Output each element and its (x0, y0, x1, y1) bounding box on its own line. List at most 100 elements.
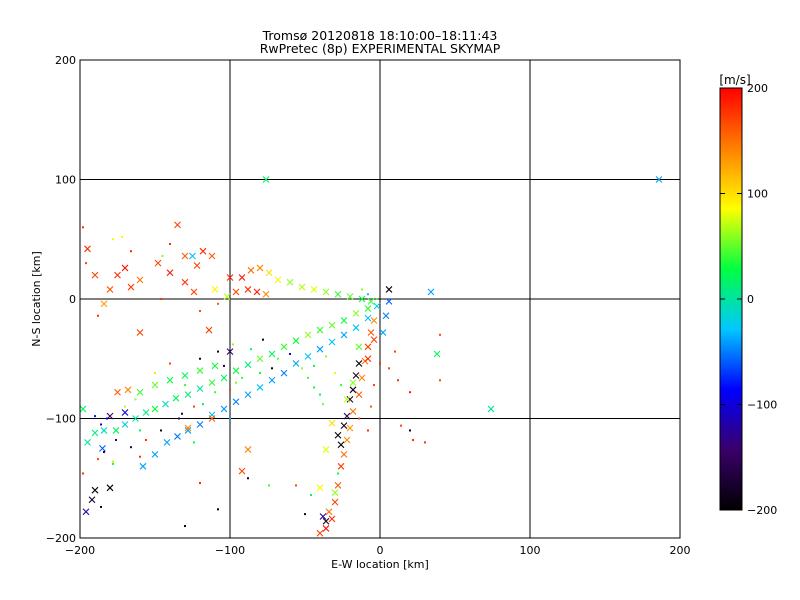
data-point-cross (151, 381, 159, 389)
data-point-cross (226, 348, 234, 355)
data-point-cross (247, 266, 255, 274)
data-point-cross (99, 444, 106, 452)
data-point-cross (166, 269, 174, 277)
data-point-cross (256, 384, 264, 391)
data-point-dot (247, 477, 249, 480)
data-point-dot (82, 226, 84, 229)
data-point-dot (310, 493, 312, 496)
data-point-cross (121, 264, 129, 272)
data-point-dot (367, 429, 369, 432)
data-point-cross (244, 446, 252, 453)
x-tick-label: −100 (215, 544, 245, 557)
data-point-dot (134, 398, 137, 401)
data-point-cross (223, 293, 231, 300)
y-axis: −200 −100 0 100 200 (46, 54, 680, 545)
data-point-cross (334, 290, 342, 298)
data-point-dot (193, 405, 195, 408)
y-tick-label: −200 (46, 532, 76, 545)
data-point-cross (232, 288, 240, 296)
data-point-cross (139, 462, 147, 470)
data-point-cross (385, 298, 393, 305)
x-axis: −200 −100 0 100 200 (65, 60, 691, 557)
data-point-dot (358, 417, 360, 420)
data-point-dot (259, 372, 261, 375)
data-point-dot (121, 235, 123, 238)
data-point-cross (286, 278, 294, 286)
data-point-cross (310, 286, 318, 293)
data-point-cross (244, 286, 252, 293)
data-point-dot (184, 384, 186, 387)
data-point-dot (112, 460, 114, 463)
data-point-dot (439, 333, 441, 336)
data-point-cross (292, 360, 300, 367)
data-point-cross (91, 486, 99, 494)
data-point-dot (340, 384, 342, 387)
data-point-dot (112, 238, 114, 241)
y-tick-label: 0 (69, 293, 76, 306)
data-point-cross (154, 259, 162, 267)
data-point-cross (166, 376, 174, 384)
data-point-cross (274, 276, 282, 284)
data-point-dot (361, 288, 363, 291)
data-point-dot (217, 302, 219, 305)
data-point-cross (334, 482, 342, 489)
data-point-cross (346, 293, 354, 300)
data-point-cross (355, 343, 363, 351)
data-point-cross (349, 407, 357, 415)
data-point-cross (132, 415, 139, 422)
data-point-dot (169, 243, 171, 246)
data-point-cross (280, 343, 288, 351)
data-point-cross (316, 326, 324, 334)
data-point-dot (82, 472, 84, 475)
data-point-cross (136, 329, 144, 336)
data-point-dot (322, 403, 324, 406)
data-point-dot (241, 376, 243, 379)
data-point-cross (655, 176, 663, 183)
data-point-cross (349, 379, 357, 387)
chart-title-line2: RwPretec (8p) EXPERIMENTAL SKYMAP (260, 41, 501, 56)
data-point-cross (331, 489, 339, 496)
data-point-cross (355, 360, 363, 367)
y-tick-label: 200 (55, 54, 76, 67)
data-point-cross (322, 517, 330, 525)
data-point-dot (370, 405, 372, 408)
data-point-cross (337, 462, 345, 470)
data-point-cross (328, 338, 336, 346)
data-point-dot (376, 298, 378, 300)
data-point-cross (124, 386, 132, 394)
data-point-dot (94, 415, 96, 418)
data-point-dot (199, 309, 201, 312)
data-point-dot (307, 376, 309, 379)
data-point-cross (265, 269, 273, 277)
y-tick-label: 100 (55, 174, 76, 187)
data-point-dot (334, 372, 336, 375)
data-point-cross (220, 374, 228, 382)
data-point-cross (322, 525, 330, 532)
data-point-cross (151, 450, 159, 458)
data-point-dot (325, 355, 327, 358)
colorbar-label: [m/s] (719, 73, 750, 87)
data-point-dot (145, 439, 147, 442)
data-point-cross (190, 288, 198, 296)
data-point-cross (114, 271, 121, 279)
data-point-cross (238, 274, 246, 281)
data-point-dot (100, 423, 102, 426)
data-point-cross (340, 317, 348, 324)
data-point-cross (280, 369, 288, 377)
data-point-dot (271, 367, 273, 370)
data-point-cross (367, 298, 375, 305)
data-point-dot (400, 424, 402, 427)
data-point-cross (382, 312, 390, 320)
data-point-cross (427, 288, 435, 296)
data-point-dot (115, 439, 117, 442)
data-point-cross (256, 264, 264, 272)
data-point-dot (130, 250, 132, 253)
data-point-cross (244, 391, 252, 398)
data-point-cross (208, 415, 216, 422)
data-point-cross (379, 329, 387, 336)
data-point-cross (337, 441, 345, 449)
data-point-dot (337, 472, 339, 475)
data-point-cross (184, 424, 192, 432)
data-point-cross (121, 421, 129, 428)
data-point-cross (136, 388, 144, 396)
